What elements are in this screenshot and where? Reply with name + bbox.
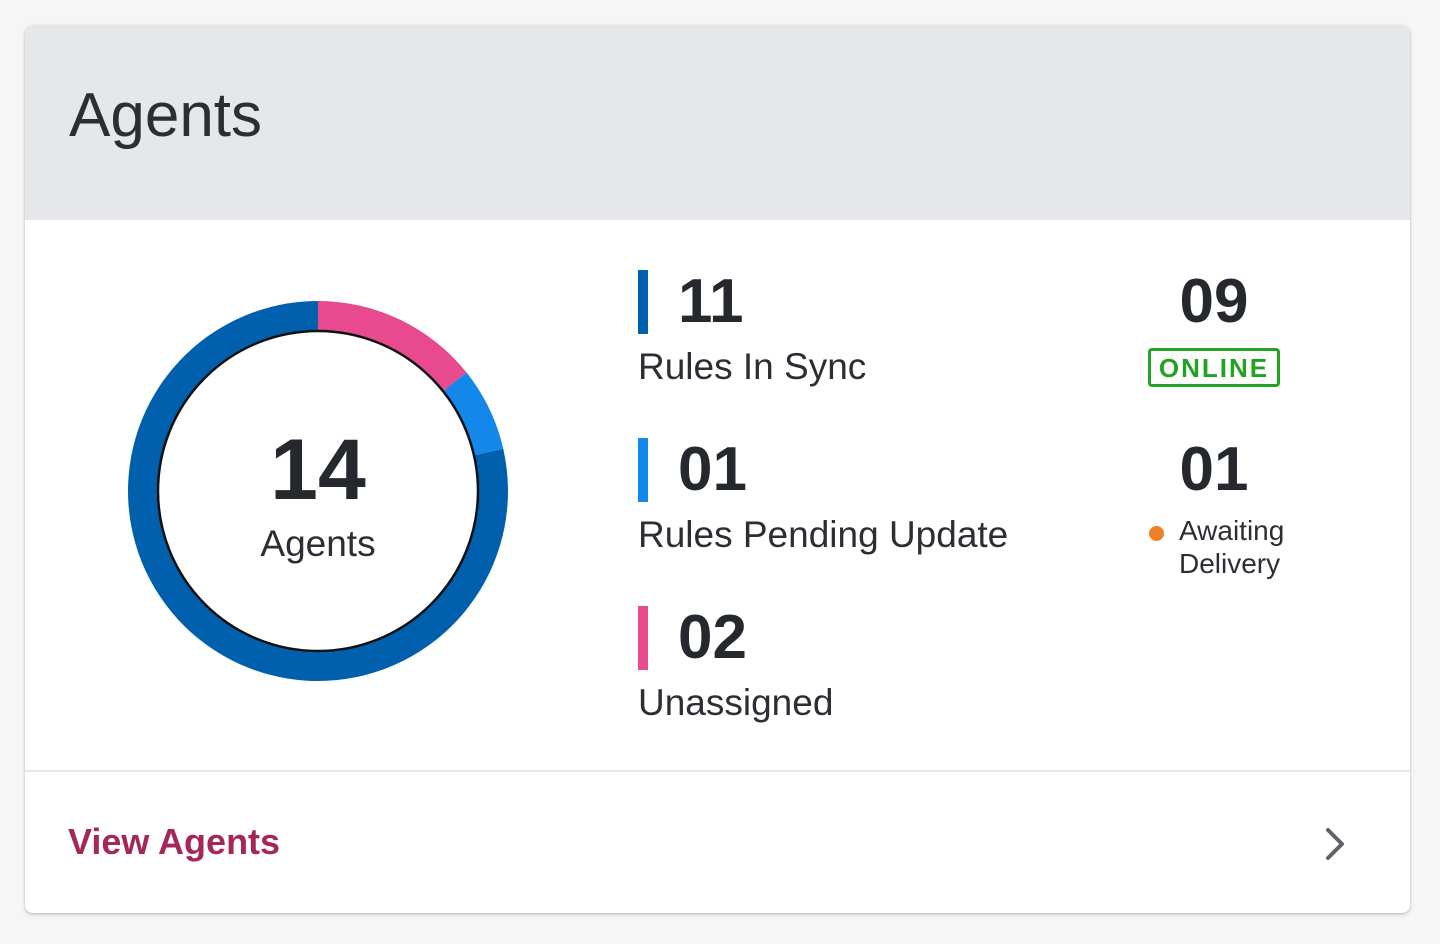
status-dot-icon (1149, 526, 1164, 541)
awaiting-label-line2: Delivery (1179, 548, 1281, 579)
donut-center: 14 Agents (128, 301, 508, 681)
donut-segment-unassigned (318, 301, 467, 392)
donut-svg (128, 301, 508, 681)
view-agents-label: View Agents (68, 821, 281, 862)
awaiting-label-line1: Awaiting (1179, 515, 1285, 546)
awaiting-count: 01 (1179, 435, 1249, 504)
stat-color-bar (638, 606, 648, 670)
agents-donut-chart: 14 Agents (128, 301, 508, 681)
online-status: 09 ONLINE (1125, 270, 1303, 387)
stat-label: Unassigned (638, 682, 834, 723)
stat-label: Rules In Sync (638, 346, 867, 387)
view-agents-link[interactable]: View Agents (25, 772, 1410, 913)
donut-total: 14 (270, 422, 366, 518)
stat-label: Rules Pending Update (638, 514, 1009, 555)
donut-segment-rules-pending-update (443, 372, 504, 456)
stat-color-bar (638, 270, 648, 334)
card-header: Agents (25, 25, 1410, 220)
online-badge: ONLINE (1147, 348, 1281, 387)
awaiting-label: Awaiting Delivery (1125, 514, 1303, 580)
stat-value: 02 (678, 603, 747, 672)
stat-color-bar (638, 438, 648, 502)
footer-divider (25, 770, 1410, 772)
donut-inner-ring (156, 329, 480, 653)
card-title: Agents (69, 81, 263, 150)
agents-card: Agents 14 Agents 11 Rules In Sync 01 Rul… (25, 25, 1410, 913)
donut-label: Agents (260, 523, 376, 564)
awaiting-delivery-status: 01 Awaiting Delivery (1125, 438, 1303, 580)
stat-value: 01 (678, 435, 747, 504)
chevron-right-icon (1326, 828, 1344, 860)
online-count: 09 (1179, 267, 1249, 336)
stat-value: 11 (678, 267, 744, 336)
